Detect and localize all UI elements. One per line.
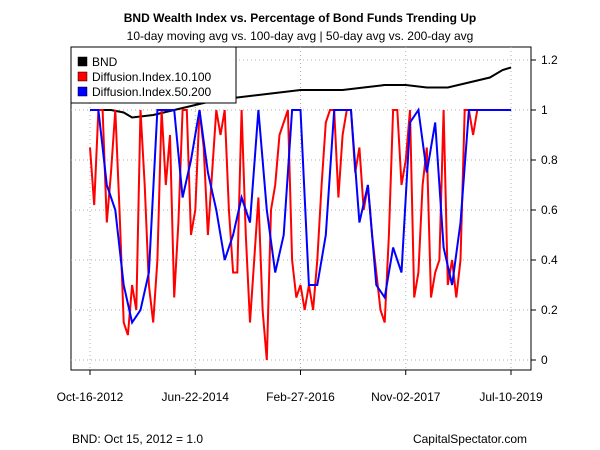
footnote-left: BND: Oct 15, 2012 = 1.0 <box>72 432 203 446</box>
y-tick-label: 1.2 <box>541 53 558 67</box>
x-tick-label: Oct-16-2012 <box>57 390 124 404</box>
x-tick-label: Feb-27-2016 <box>266 390 335 404</box>
series-line-diffusion-index-50-200 <box>90 107 511 325</box>
chart-subtitle: 10-day moving avg vs. 100-day avg | 50-d… <box>127 29 474 43</box>
y-tick-label: 0.4 <box>541 253 558 267</box>
y-tick-label: 0.6 <box>541 203 558 217</box>
legend-swatch-diffusion-index-10-100 <box>77 71 88 82</box>
legend-box <box>70 46 237 104</box>
series-lines <box>89 66 512 361</box>
legend-label-diffusion-index-10-100: Diffusion.Index.10.100 <box>92 70 212 84</box>
y-tick-label: 0.2 <box>541 303 558 317</box>
legend-swatch-bnd <box>77 56 88 67</box>
x-tick-label: Nov-02-2017 <box>371 390 441 404</box>
series-line-bnd <box>90 66 512 119</box>
legend-label-diffusion-index-50-200: Diffusion.Index.50.200 <box>92 85 212 99</box>
legend-label-bnd: BND <box>92 55 118 69</box>
footnote-right: CapitalSpectator.com <box>413 432 527 446</box>
series-line-diffusion-index-10-100 <box>89 109 511 361</box>
legend: BNDDiffusion.Index.10.100Diffusion.Index… <box>70 46 237 104</box>
y-tick-label: 0 <box>541 353 548 367</box>
chart-title: BND Wealth Index vs. Percentage of Bond … <box>124 11 476 25</box>
x-tick-label: Jul-10-2019 <box>479 390 543 404</box>
y-tick-label: 1 <box>541 103 548 117</box>
y-tick-label: 0.8 <box>541 153 558 167</box>
legend-swatch-diffusion-index-50-200 <box>77 86 88 97</box>
axis-ticks: Oct-16-2012 Jun-22-2014 Feb-27-2016 Nov-02-… <box>57 53 558 404</box>
x-tick-label: Jun-22-2014 <box>162 390 230 404</box>
